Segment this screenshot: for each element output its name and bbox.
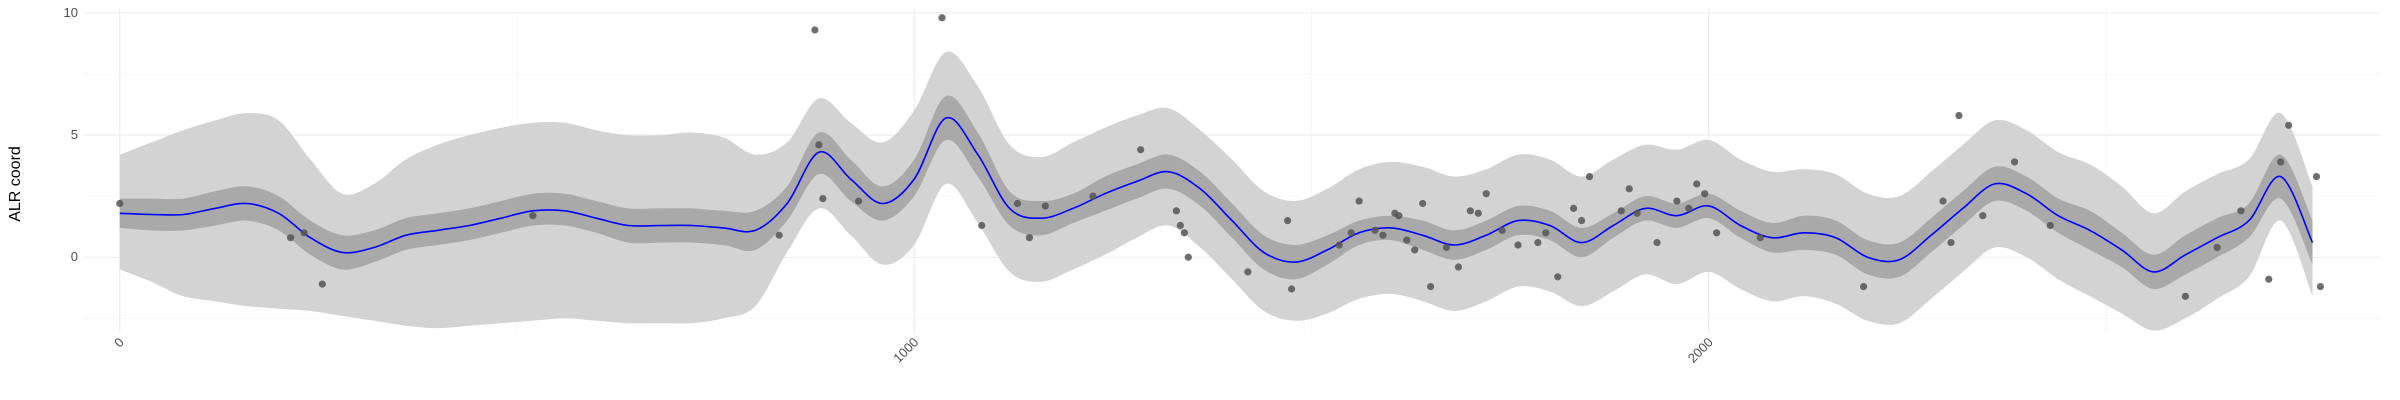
data-point: [1859, 282, 1868, 291]
points-layer: [116, 14, 2325, 300]
data-point: [1617, 207, 1625, 215]
data-point: [1172, 207, 1180, 215]
data-point: [2213, 243, 2221, 252]
data-point: [1427, 282, 1435, 291]
data-point: [1625, 185, 1633, 193]
y-tick-label: 5: [71, 127, 78, 142]
data-point: [1347, 229, 1355, 237]
data-point: [1756, 234, 1764, 242]
data-point: [1514, 241, 1522, 249]
data-point: [1713, 229, 1721, 237]
data-point: [1585, 173, 1594, 181]
data-point: [1947, 238, 1955, 247]
line-layer: [119, 116, 2314, 273]
data-point: [1939, 197, 1947, 205]
data-point: [2046, 221, 2054, 230]
data-point: [1979, 212, 1987, 220]
inner-credible-band: [119, 95, 2313, 290]
data-point: [300, 229, 308, 237]
data-point: [1577, 216, 1586, 225]
data-point: [1403, 236, 1411, 244]
data-point: [1137, 146, 1145, 154]
data-point: [1693, 180, 1701, 188]
data-point: [1685, 204, 1693, 212]
y-tick-label: 0: [71, 249, 78, 264]
data-point: [815, 141, 823, 149]
data-point: [529, 212, 537, 220]
data-point: [1244, 268, 1252, 276]
y-axis-title: ALR coord: [7, 146, 24, 222]
y-axis-ticks: 0 5 10: [64, 5, 78, 264]
data-point: [1554, 273, 1562, 281]
data-point: [2010, 158, 2019, 166]
data-point: [1498, 226, 1506, 234]
data-point: [2312, 173, 2321, 181]
data-point: [2285, 121, 2293, 129]
data-point: [811, 26, 819, 34]
data-point: [1041, 202, 1049, 210]
data-point: [775, 231, 783, 239]
data-point: [1089, 192, 1097, 200]
data-point: [2181, 292, 2189, 300]
inner-band-layer: [119, 95, 2313, 290]
data-point: [1466, 207, 1474, 215]
data-point: [1025, 234, 1034, 242]
data-point: [1633, 209, 1641, 217]
data-point: [1355, 197, 1363, 205]
data-point: [1542, 229, 1550, 237]
data-point: [1442, 243, 1451, 252]
y-tick-label: 10: [64, 5, 78, 20]
data-point: [2237, 207, 2245, 215]
data-point: [1534, 238, 1542, 247]
data-point: [1673, 197, 1681, 205]
data-point: [1176, 221, 1184, 230]
data-point: [2316, 282, 2325, 291]
data-point: [855, 197, 863, 205]
data-point: [1482, 190, 1490, 198]
mean-line: [119, 116, 2314, 273]
data-point: [1371, 226, 1379, 234]
data-point: [978, 221, 986, 230]
data-point: [1287, 285, 1296, 293]
data-point: [1184, 253, 1192, 261]
data-point: [1284, 216, 1292, 225]
data-point: [1411, 246, 1419, 254]
data-point: [318, 280, 326, 288]
data-point: [1013, 199, 1022, 208]
data-point: [286, 234, 295, 242]
data-point: [2277, 158, 2285, 166]
data-point: [1955, 111, 1963, 120]
data-point: [1395, 212, 1403, 220]
data-point: [1335, 241, 1343, 249]
data-point: [1419, 199, 1427, 208]
data-point: [1379, 231, 1387, 239]
data-point: [116, 199, 124, 208]
data-point: [2265, 275, 2273, 283]
data-point: [1454, 263, 1463, 271]
data-point: [1180, 229, 1188, 237]
data-point: [1653, 238, 1661, 247]
data-point: [1570, 204, 1578, 212]
data-point: [819, 195, 827, 203]
data-point: [1701, 190, 1709, 198]
data-point: [1474, 209, 1482, 217]
data-point: [938, 14, 946, 22]
